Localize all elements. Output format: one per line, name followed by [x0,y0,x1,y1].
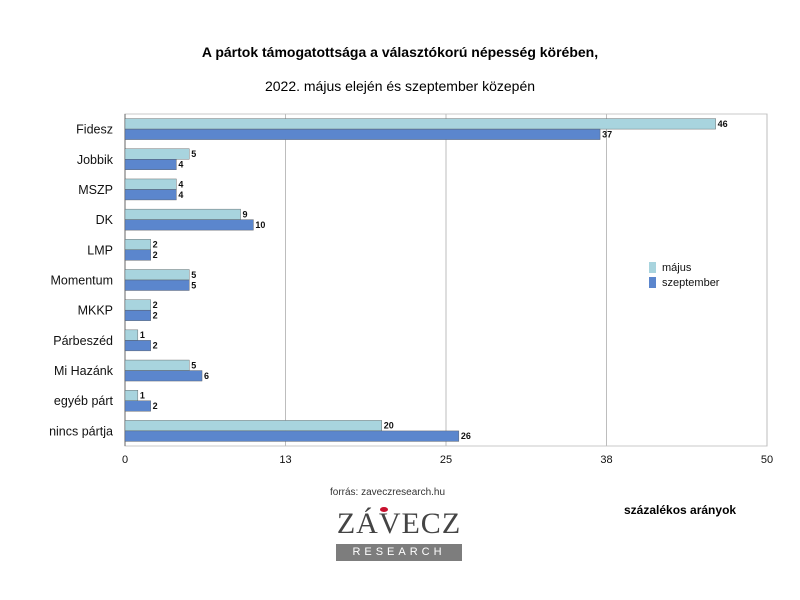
bar-május [124,118,716,130]
bar-szeptember [124,189,177,201]
category-label: nincs pártja [49,424,113,438]
data-label: 2 [153,341,158,351]
data-label: 1 [140,330,145,340]
unit-note: százalékos arányok [624,503,737,517]
category-label: Jobbik [77,153,114,167]
bar-szeptember [124,430,460,442]
data-label: 4 [178,160,183,170]
chart-bars [124,118,716,442]
bar-május [124,329,139,341]
legend-swatch-május [649,262,656,273]
bar-szeptember [124,400,151,412]
data-label: 2 [153,310,158,320]
data-label: 26 [461,431,471,441]
bar-szeptember [124,370,203,382]
bar-szeptember [124,128,601,140]
source-note: forrás: zaveczresearch.hu [330,487,446,498]
logo-accent-dot [380,507,388,512]
bar-szeptember [124,219,254,231]
bar-szeptember [124,340,151,352]
bar-szeptember [124,309,151,321]
data-label: 46 [718,119,728,129]
bar-május [124,420,382,432]
bar-május [124,359,190,371]
data-label: 4 [178,190,183,200]
x-tick-label: 13 [279,454,291,466]
chart-legend: május szeptember [649,262,720,289]
legend-label: szeptember [662,277,720,289]
category-label: MSZP [78,183,113,197]
legend-label: május [662,262,692,274]
bar-május [124,269,190,281]
data-label: 2 [153,240,158,250]
data-label: 10 [255,220,265,230]
bar-május [124,390,139,401]
chart-title: A pártok támogatottsága a választókorú n… [201,44,599,60]
bar-május [124,148,190,160]
category-label: DK [96,213,114,227]
chart-subtitle: 2022. május elején és szeptember közepén [264,78,536,94]
x-tick-label: 50 [761,454,773,466]
logo-subtitle: RESEARCH [336,544,462,561]
data-label: 2 [153,250,158,260]
x-tick-label: 25 [440,454,452,466]
data-label: 5 [191,149,196,159]
zavecz-logo: ZÁVECZ RESEARCH [334,506,464,564]
data-label: 1 [140,391,145,401]
category-label: Párbeszéd [53,334,113,348]
data-label: 2 [153,300,158,310]
data-label: 4 [178,179,183,189]
logo-wordmark: ZÁVECZ [336,507,462,540]
x-tick-label: 38 [600,454,612,466]
x-tick-label: 0 [122,454,128,466]
data-label: 5 [191,270,196,280]
bar-május [124,178,177,190]
data-label: 37 [602,129,612,139]
data-label: 2 [153,401,158,411]
data-label: 6 [204,371,209,381]
category-label: MKKP [78,304,113,318]
bar-május [124,208,241,220]
bar-szeptember [124,159,177,170]
bar-szeptember [124,249,151,261]
category-label: Momentum [50,274,113,288]
data-label: 5 [191,280,196,290]
bar-május [124,239,151,251]
bar-szeptember [124,279,190,291]
data-label: 5 [191,360,196,370]
data-label: 9 [243,209,248,219]
category-label: LMP [87,243,113,257]
category-label: Fidesz [76,123,113,137]
category-label: Mi Hazánk [54,364,114,378]
data-label: 20 [384,421,394,431]
legend-swatch-szeptember [649,277,656,288]
category-label: egyéb párt [54,394,114,408]
bar-május [124,299,151,311]
